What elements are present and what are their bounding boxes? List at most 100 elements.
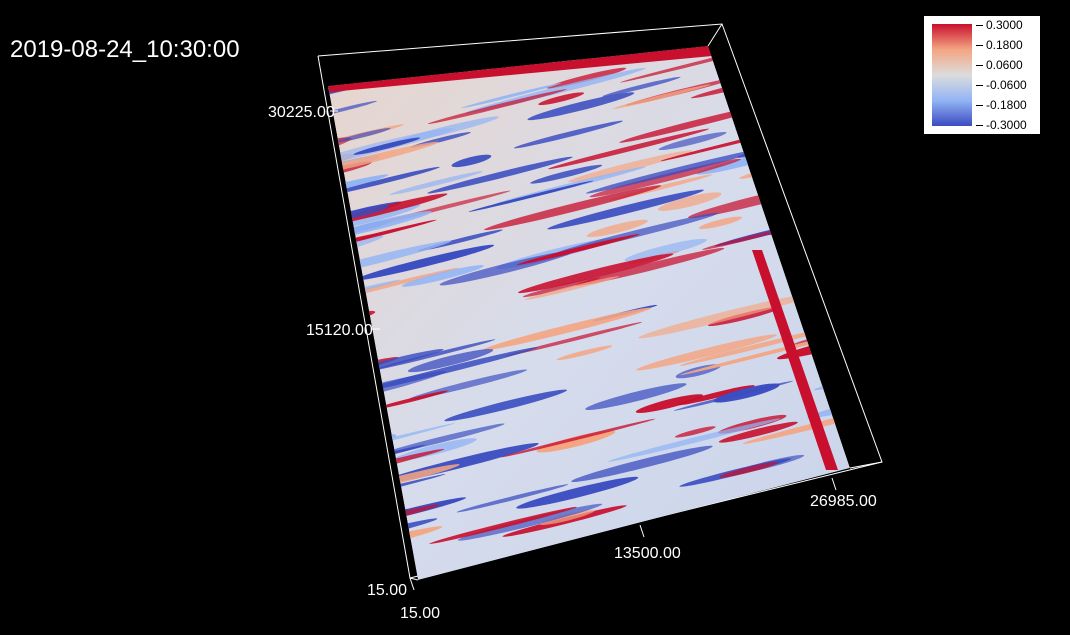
surface-streak [539, 510, 595, 525]
surface-streak [328, 444, 358, 473]
surface-streak [427, 89, 567, 125]
surface-streak [773, 94, 850, 119]
surface-streak [556, 345, 613, 361]
surface-streak [328, 508, 408, 541]
surface-streak [613, 84, 711, 109]
surface-streak [328, 540, 383, 561]
surface-streak [401, 265, 484, 287]
surface-streak [546, 67, 627, 89]
surface-streak [771, 59, 815, 74]
surface-streak [530, 164, 603, 184]
surface-streak [525, 276, 620, 300]
surface-streak [825, 523, 850, 542]
surface-streak [735, 114, 793, 131]
surface-streak [355, 244, 495, 281]
colormap-surface [328, 46, 850, 580]
surface-streak [328, 228, 367, 261]
surface-streak [585, 383, 687, 411]
surface-streak [568, 150, 693, 183]
surface-streak [328, 487, 356, 511]
surface-streak [501, 418, 656, 458]
surface-streak [742, 402, 850, 444]
surface-streak [814, 367, 850, 391]
surface-streak [517, 253, 674, 294]
surface-streak [777, 226, 850, 246]
surface-streak [444, 389, 568, 422]
surface-streak [624, 238, 707, 262]
y-tick-label-mid: 15120.00 [306, 322, 373, 339]
surface-streak [451, 154, 492, 168]
x-tick-label-left: 15.00 [400, 605, 440, 622]
surface-streak [484, 185, 662, 231]
surface-streak [547, 189, 704, 230]
surface-streak [371, 390, 449, 411]
surface-streak [784, 74, 850, 115]
surface-streak [795, 229, 850, 267]
surface-streak [482, 307, 652, 351]
y-tick-label-top: 30225.00 [268, 104, 335, 121]
legend-tick-2: 0.0600 [976, 58, 1023, 72]
surface-streak [698, 216, 742, 230]
bounding-box [317, 23, 883, 581]
surface-streak [516, 476, 639, 509]
surface-streak [456, 484, 569, 513]
surface-streak [536, 430, 616, 453]
surface-streak [707, 306, 782, 327]
surface-streak [328, 371, 346, 387]
surface-ridge [752, 250, 838, 470]
surface-streak [328, 225, 342, 242]
x-tick-label-right: 26985.00 [810, 493, 877, 510]
legend-tick-0: 0.3000 [976, 18, 1023, 32]
surface-streak [353, 137, 420, 155]
surface-streak [739, 134, 850, 179]
surface-streak [713, 383, 780, 403]
surface-streak [658, 131, 727, 151]
surface-streak [718, 421, 798, 443]
surface-streak [328, 267, 459, 313]
surface-streak [737, 134, 826, 158]
surface-streak [602, 76, 681, 97]
surface-streak [516, 234, 640, 265]
surface-streak [808, 46, 850, 62]
surface-streak [738, 552, 837, 578]
surface-streak [848, 292, 850, 307]
surface-streak [354, 347, 538, 394]
surface-streak [801, 119, 850, 150]
surface-streak [571, 445, 713, 483]
surface-streak [328, 46, 478, 73]
surface-streak [429, 506, 577, 544]
surface-streak [802, 212, 850, 239]
surface-streak [586, 219, 648, 238]
surface-streak [575, 247, 725, 286]
surface-streak [328, 562, 367, 580]
surface-streak [328, 46, 406, 77]
surface-streak [328, 166, 440, 196]
surface-streak [427, 156, 573, 194]
surface-streak [328, 100, 377, 118]
axis-ticks [330, 110, 837, 591]
surface-streak [807, 559, 850, 575]
y-tick-label-bottom: 15.00 [367, 582, 407, 599]
legend-tick-4: -0.1800 [976, 98, 1027, 112]
surface-streak [457, 503, 603, 541]
surface-streak [340, 205, 389, 220]
timestamp-label: 2019-08-24_10:30:00 [10, 36, 240, 63]
surface-streak [767, 549, 850, 575]
surface-streak [635, 394, 703, 413]
surface-streak [798, 187, 841, 199]
surface-streak [585, 147, 769, 194]
surface-streak [522, 277, 601, 298]
legend-tick-1: 0.1800 [976, 38, 1023, 52]
surface-streak [719, 462, 778, 478]
surface-streak [334, 127, 391, 143]
surface-streak [328, 461, 361, 488]
surface-streak [328, 387, 349, 403]
surface-streak [548, 128, 710, 170]
surface-streak [724, 538, 776, 555]
surface-streak [328, 512, 395, 532]
colorbar-legend: 0.3000 0.1800 0.0600 -0.0600 -0.1800 -0.… [924, 16, 1040, 134]
surface-streak [513, 120, 623, 149]
legend-tick-5: -0.3000 [976, 118, 1027, 132]
